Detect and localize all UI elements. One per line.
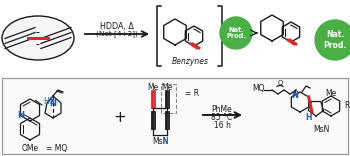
Circle shape	[315, 20, 350, 60]
Text: Me: Me	[161, 83, 173, 92]
Text: N: N	[49, 100, 56, 109]
Text: +: +	[114, 110, 126, 125]
Text: O: O	[277, 80, 283, 86]
Text: = R: = R	[185, 88, 199, 98]
Text: HDDA, Δ: HDDA, Δ	[100, 22, 134, 31]
Text: = MQ: = MQ	[46, 144, 67, 153]
Text: N: N	[292, 91, 299, 100]
Ellipse shape	[2, 16, 74, 60]
Text: Me: Me	[326, 88, 337, 98]
Text: (Net [4+2]): (Net [4+2])	[96, 31, 138, 37]
Text: Nat.
Prod.: Nat. Prod.	[226, 27, 246, 39]
Text: MQ: MQ	[252, 85, 265, 93]
Bar	[2, 78, 348, 154]
Text: R: R	[344, 102, 349, 110]
Text: MsN: MsN	[152, 136, 168, 146]
Text: 16 h: 16 h	[214, 120, 230, 129]
Text: Me: Me	[147, 83, 159, 92]
Text: Nat.
Prod.: Nat. Prod.	[323, 30, 346, 50]
Text: 85 °C: 85 °C	[211, 112, 232, 122]
Text: N: N	[162, 136, 168, 146]
Text: H: H	[305, 114, 311, 122]
Circle shape	[220, 17, 252, 49]
Text: OMe: OMe	[21, 144, 38, 153]
Text: HO: HO	[43, 98, 55, 107]
Text: MsN: MsN	[313, 125, 329, 134]
Text: Benzynes: Benzynes	[172, 58, 209, 66]
Text: PhMe: PhMe	[212, 105, 232, 114]
Text: N: N	[17, 111, 24, 120]
